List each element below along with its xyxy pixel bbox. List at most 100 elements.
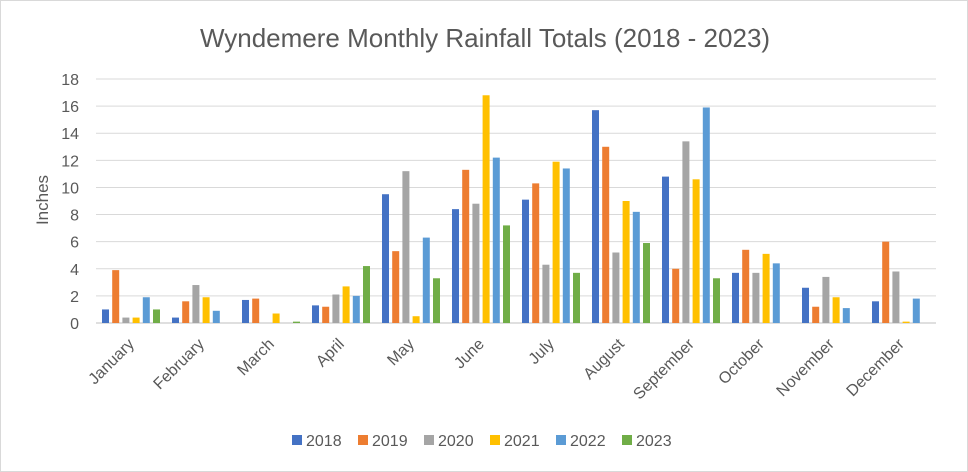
x-tick-label: April	[313, 336, 348, 371]
bar	[692, 179, 700, 323]
legend-swatch	[424, 435, 434, 445]
x-tick-label: October	[716, 335, 769, 388]
bar	[562, 168, 570, 323]
bar	[902, 321, 910, 323]
gridlines	[96, 78, 936, 324]
bar	[822, 276, 830, 323]
bar	[433, 278, 440, 323]
x-tick-label: September	[630, 335, 698, 403]
bar	[322, 306, 330, 323]
x-axis-tick-labels: January February March April May June July Augu…	[86, 335, 909, 403]
y-tick-label: 10	[61, 180, 79, 197]
bar	[592, 110, 599, 323]
legend-item: 2020	[424, 433, 474, 450]
bar	[772, 263, 780, 323]
y-tick-label: 0	[70, 316, 79, 333]
bar	[573, 272, 580, 323]
bar	[892, 271, 900, 323]
bar	[802, 287, 809, 323]
bar	[503, 225, 510, 323]
bar	[402, 171, 410, 323]
bar	[602, 146, 610, 323]
series-2021	[132, 95, 910, 324]
bar	[182, 301, 190, 323]
bar	[242, 299, 249, 323]
x-tick-label: July	[526, 336, 558, 368]
bar	[172, 317, 179, 323]
series-2018	[102, 110, 879, 323]
bar	[293, 321, 300, 323]
bar	[882, 241, 890, 323]
legend-swatch	[490, 435, 500, 445]
y-tick-label: 14	[61, 126, 79, 143]
x-tick-label: June	[451, 336, 488, 373]
bar	[622, 201, 630, 323]
series-2020	[122, 141, 900, 323]
legend-item: 2022	[556, 433, 606, 450]
bar	[472, 203, 480, 323]
y-tick-label: 6	[70, 235, 79, 252]
y-axis-title: Inches	[33, 175, 52, 225]
bar	[132, 317, 140, 323]
bar	[643, 243, 650, 323]
bar	[552, 161, 560, 323]
legend-item: 2023	[622, 433, 672, 450]
bar	[363, 266, 370, 323]
bar	[122, 317, 130, 323]
x-tick-label: January	[86, 336, 138, 388]
bar	[422, 237, 430, 323]
y-axis-tick-labels: 0 2 4 6 8 10 12 14 16 18	[61, 72, 79, 333]
legend-item: 2019	[358, 433, 408, 450]
bars	[102, 95, 920, 324]
legend-label: 2022	[570, 433, 606, 450]
legend-label: 2018	[306, 433, 342, 450]
bar	[632, 211, 640, 323]
legend-item: 2021	[490, 433, 540, 450]
bar	[482, 95, 490, 324]
bar	[153, 309, 160, 323]
bar	[212, 310, 220, 323]
bar	[332, 294, 340, 323]
bar	[682, 141, 690, 323]
x-tick-label: May	[384, 336, 417, 369]
bar	[912, 298, 920, 323]
bar	[532, 183, 540, 323]
bar	[492, 157, 500, 323]
bar	[272, 313, 280, 323]
bar	[702, 107, 710, 323]
chart-title: Wyndemere Monthly Rainfall Totals (2018 …	[200, 23, 770, 53]
y-tick-label: 18	[61, 72, 79, 89]
bar	[732, 272, 739, 323]
x-tick-label: November	[774, 335, 839, 400]
series-2022	[142, 107, 920, 323]
y-tick-label: 12	[61, 153, 79, 170]
bar	[202, 297, 210, 323]
legend-swatch	[622, 435, 632, 445]
bar	[662, 176, 669, 323]
x-tick-label: August	[581, 335, 629, 383]
bar	[112, 270, 120, 323]
legend-item: 2018	[292, 433, 342, 450]
bar	[192, 285, 200, 323]
bar	[142, 297, 150, 323]
bar	[352, 295, 360, 323]
y-tick-label: 16	[61, 99, 79, 116]
legend: 2018 2019 2020 2021 2022 2023	[292, 433, 672, 450]
bar	[412, 316, 420, 323]
legend-label: 2021	[504, 433, 540, 450]
bar	[312, 305, 319, 323]
bar	[522, 199, 529, 323]
legend-swatch	[292, 435, 302, 445]
bar	[612, 252, 620, 323]
bar	[382, 194, 389, 323]
bar	[452, 209, 459, 323]
legend-label: 2020	[438, 433, 474, 450]
bar	[542, 264, 550, 323]
legend-swatch	[358, 435, 368, 445]
x-tick-label: December	[844, 335, 909, 400]
y-tick-label: 2	[70, 289, 79, 306]
series-2019	[112, 146, 890, 323]
bar	[462, 169, 470, 323]
bar	[102, 309, 109, 323]
